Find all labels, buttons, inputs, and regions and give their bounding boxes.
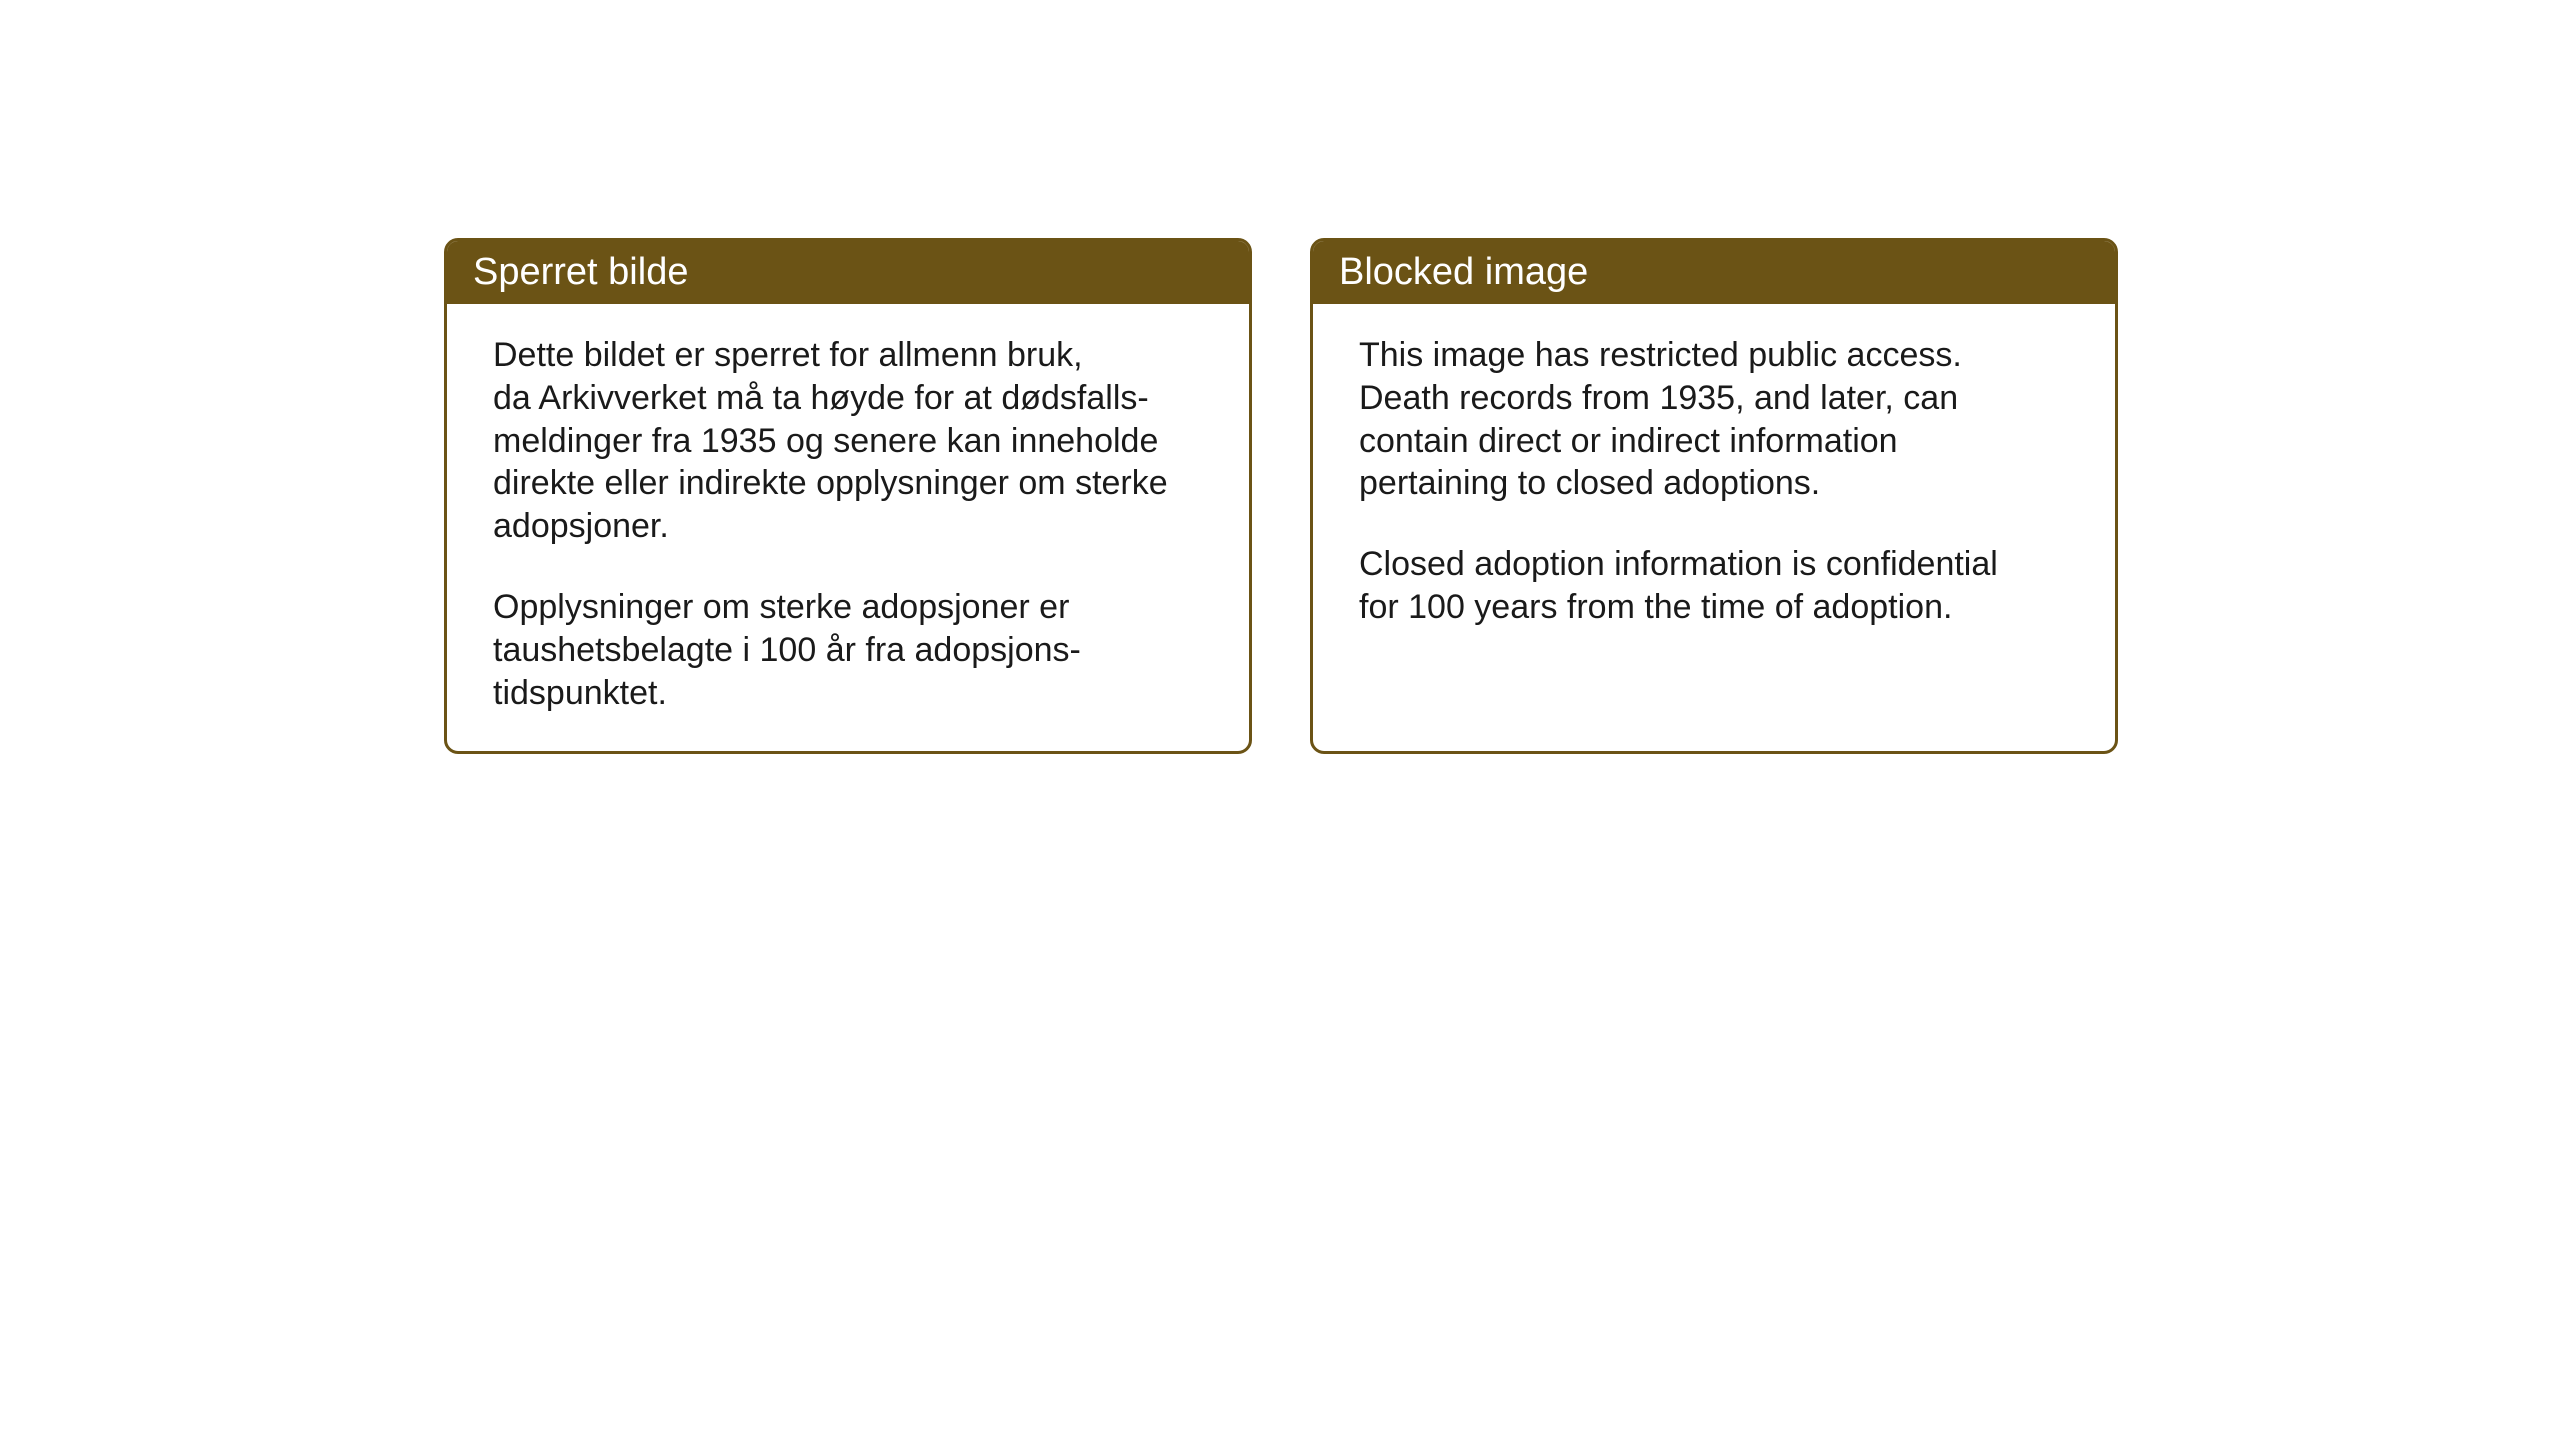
notice-header-english: Blocked image [1313,241,2115,304]
notice-paragraph-norwegian-2: Opplysninger om sterke adopsjoner er tau… [493,586,1203,714]
notice-paragraph-english-2: Closed adoption information is confident… [1359,543,2069,629]
notice-card-english: Blocked image This image has restricted … [1310,238,2118,754]
notice-paragraph-english-1: This image has restricted public access.… [1359,334,2069,505]
notice-title-english: Blocked image [1339,251,1588,293]
notice-title-norwegian: Sperret bilde [473,251,688,293]
notice-header-norwegian: Sperret bilde [447,241,1249,304]
notice-card-norwegian: Sperret bilde Dette bildet er sperret fo… [444,238,1252,754]
notice-container: Sperret bilde Dette bildet er sperret fo… [444,238,2118,754]
notice-body-norwegian: Dette bildet er sperret for allmenn bruk… [447,304,1249,751]
notice-body-english: This image has restricted public access.… [1313,304,2115,722]
notice-paragraph-norwegian-1: Dette bildet er sperret for allmenn bruk… [493,334,1203,548]
